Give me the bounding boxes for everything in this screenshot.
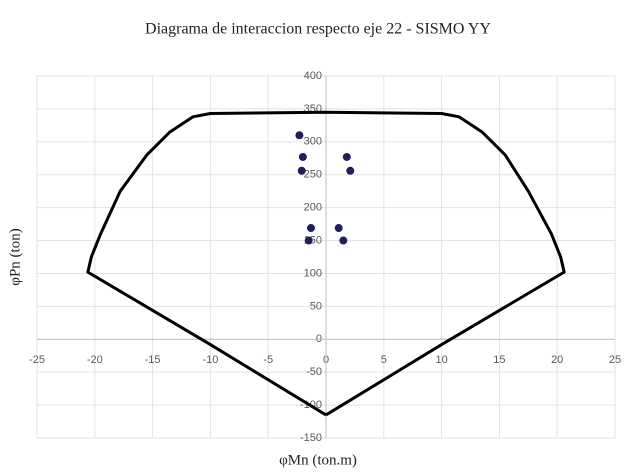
load-point <box>334 224 343 233</box>
load-point <box>297 166 306 175</box>
load-point <box>306 224 315 233</box>
y-tick-label: -50 <box>306 366 322 378</box>
y-axis-label: φPn (ton) <box>7 228 23 285</box>
x-tick-label: 20 <box>551 354 563 366</box>
y-tick-label: 100 <box>304 267 322 279</box>
x-axis-label: φMn (ton.m) <box>279 452 357 468</box>
y-tick-label: 300 <box>304 136 322 148</box>
y-tick-label: 250 <box>304 169 322 181</box>
x-tick-label: 25 <box>609 354 621 366</box>
y-tick-label: -150 <box>300 432 322 444</box>
load-point <box>295 131 304 140</box>
y-tick-label: 400 <box>304 70 322 82</box>
load-point <box>304 236 313 245</box>
x-tick-label: -25 <box>29 354 45 366</box>
load-point <box>339 236 348 245</box>
y-tick-label: 50 <box>310 300 322 312</box>
x-tick-label: 10 <box>435 354 447 366</box>
load-point <box>346 166 355 175</box>
x-tick-label: -15 <box>145 354 161 366</box>
x-tick-label: -5 <box>263 354 273 366</box>
x-tick-label: -20 <box>87 354 103 366</box>
x-tick-label: 5 <box>381 354 387 366</box>
chart-title: Diagrama de interaccion respecto eje 22 … <box>145 21 491 38</box>
load-point <box>298 152 307 161</box>
interaction-curve <box>86 110 566 417</box>
x-tick-label: 15 <box>493 354 505 366</box>
x-tick-label: -10 <box>202 354 218 366</box>
y-tick-label: 200 <box>304 202 322 214</box>
load-point <box>342 152 351 161</box>
